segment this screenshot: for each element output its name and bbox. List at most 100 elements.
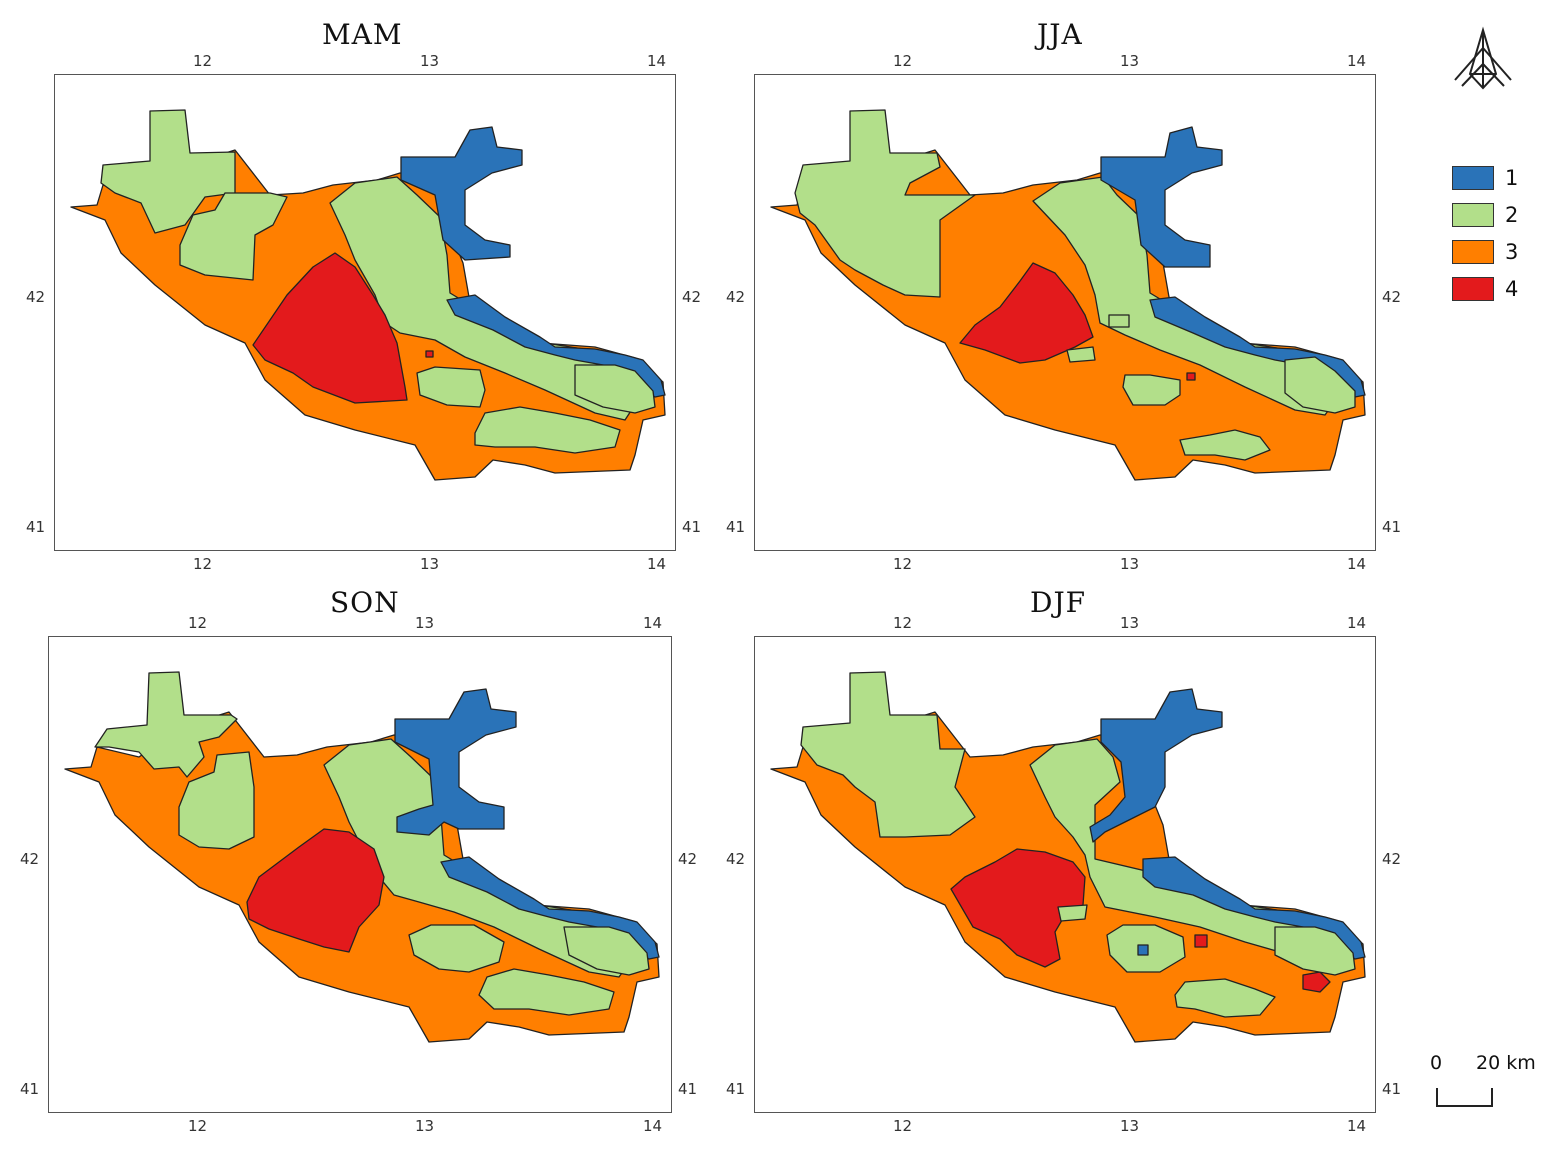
panel-title-son: SON <box>330 586 400 619</box>
lon-tick-bottom: 12 <box>893 1117 913 1135</box>
lat-tick-right: 41 <box>682 518 702 536</box>
legend-label: 2 <box>1505 203 1519 227</box>
lon-tick-bottom: 14 <box>1347 555 1367 573</box>
lat-tick-right: 42 <box>1382 850 1402 868</box>
zone-2 <box>416 366 486 408</box>
zone-2 <box>94 671 238 778</box>
zone-4 <box>425 350 434 358</box>
lon-tick-bottom: 12 <box>893 555 913 573</box>
lon-tick-top: 14 <box>1347 614 1367 632</box>
legend-swatch <box>1452 166 1494 190</box>
legend-swatch <box>1452 240 1494 264</box>
lon-tick-top: 12 <box>893 614 913 632</box>
zone-1 <box>446 294 666 398</box>
scale-bar-start-label: 0 <box>1430 1052 1443 1074</box>
zone-2 <box>1057 904 1088 922</box>
zone-4 <box>1194 934 1208 948</box>
zone-2 <box>794 109 976 298</box>
zone-2 <box>1066 346 1096 363</box>
lat-tick-right: 41 <box>678 1080 698 1098</box>
panel-title-djf: DJF <box>1030 586 1087 619</box>
lon-tick-top: 14 <box>647 52 667 70</box>
zone-2 <box>408 924 505 973</box>
lon-tick-top: 12 <box>193 52 213 70</box>
zone-2 <box>1108 314 1130 328</box>
lat-tick-right: 42 <box>682 288 702 306</box>
lon-tick-top: 13 <box>420 52 440 70</box>
zone-1 <box>400 126 523 261</box>
lat-tick-left: 41 <box>726 1080 746 1098</box>
lat-tick-right: 42 <box>1382 288 1402 306</box>
legend-label: 4 <box>1505 277 1519 301</box>
panel-title-mam: MAM <box>322 18 403 51</box>
zone-2 <box>563 926 650 976</box>
legend-label: 3 <box>1505 240 1519 264</box>
lon-tick-top: 13 <box>1120 52 1140 70</box>
map-mam <box>54 74 676 551</box>
lon-tick-bottom: 14 <box>1347 1117 1367 1135</box>
lon-tick-bottom: 13 <box>415 1117 435 1135</box>
zone-4 <box>1186 372 1196 381</box>
lon-tick-top: 13 <box>1120 614 1140 632</box>
lat-tick-left: 42 <box>20 850 40 868</box>
zone-2 <box>1274 926 1356 976</box>
map-mam-svg <box>70 109 666 481</box>
zone-4 <box>959 262 1094 364</box>
zone-2 <box>800 671 976 838</box>
zone-1 <box>1089 688 1223 843</box>
lat-tick-left: 42 <box>726 288 746 306</box>
zone-2 <box>179 192 288 281</box>
lon-tick-top: 12 <box>188 614 208 632</box>
lon-tick-top: 14 <box>643 614 663 632</box>
zone-2 <box>1179 429 1271 461</box>
zone-1 <box>1142 856 1366 960</box>
lon-tick-bottom: 14 <box>647 555 667 573</box>
lon-tick-bottom: 14 <box>643 1117 663 1135</box>
zone-4 <box>246 828 385 953</box>
zone-2 <box>178 751 255 850</box>
north-arrow-icon <box>1454 26 1512 90</box>
lon-tick-bottom: 13 <box>1120 555 1140 573</box>
lat-tick-left: 41 <box>20 1080 40 1098</box>
map-jja <box>754 74 1376 551</box>
lat-tick-left: 41 <box>26 518 46 536</box>
zone-2 <box>1122 374 1181 406</box>
zone-2 <box>1174 978 1276 1018</box>
lat-tick-right: 42 <box>678 850 698 868</box>
zone-4 <box>1302 971 1331 993</box>
zone-1 <box>1149 296 1366 398</box>
lat-tick-right: 41 <box>1382 1080 1402 1098</box>
zone-2 <box>1284 356 1356 414</box>
lon-tick-top: 12 <box>893 52 913 70</box>
lat-tick-left: 41 <box>726 518 746 536</box>
zone-1 <box>1100 126 1223 268</box>
scale-bar <box>1436 1088 1493 1107</box>
legend-label: 1 <box>1505 166 1519 190</box>
zone-2 <box>474 406 621 454</box>
map-son-svg <box>64 671 660 1043</box>
legend-swatch <box>1452 277 1494 301</box>
zone-1 <box>440 856 660 960</box>
lat-tick-right: 41 <box>1382 518 1402 536</box>
lon-tick-bottom: 13 <box>420 555 440 573</box>
lon-tick-bottom: 12 <box>193 555 213 573</box>
legend-swatch <box>1452 203 1494 227</box>
panel-title-jja: JJA <box>1037 18 1083 51</box>
zone-1 <box>394 688 517 836</box>
zone-1 <box>1137 944 1149 956</box>
lat-tick-left: 42 <box>726 850 746 868</box>
zone-2 <box>574 364 656 414</box>
lat-tick-left: 42 <box>26 288 46 306</box>
map-djf-svg <box>770 671 1366 1043</box>
lon-tick-top: 14 <box>1347 52 1367 70</box>
map-jja-svg <box>770 109 1366 481</box>
zone-2 <box>100 109 236 234</box>
lon-tick-bottom: 12 <box>188 1117 208 1135</box>
zone-2 <box>478 968 615 1016</box>
lon-tick-top: 13 <box>415 614 435 632</box>
map-son <box>48 636 672 1113</box>
zone-4 <box>252 252 408 404</box>
scale-bar-end-label: 20 km <box>1476 1052 1536 1074</box>
map-djf <box>754 636 1376 1113</box>
lon-tick-bottom: 13 <box>1120 1117 1140 1135</box>
